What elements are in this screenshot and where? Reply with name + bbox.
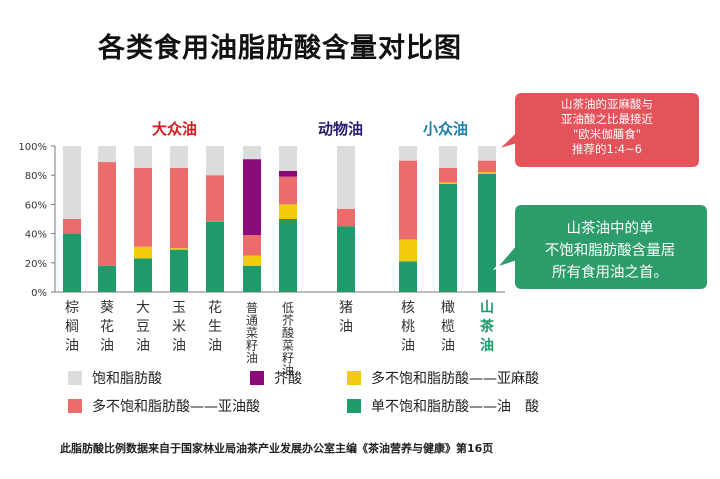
x-tick-label: 低芥酸菜籽油 <box>282 301 294 378</box>
bar-segment-oleic <box>399 261 417 292</box>
y-tick-label: 20% <box>25 259 47 270</box>
x-tick-label: 猪油 <box>339 300 353 335</box>
bar-segment-oleic <box>439 183 457 292</box>
y-tick-label: 0% <box>31 288 47 299</box>
legend-label: 芥酸 <box>274 371 302 387</box>
legend-swatch-linoleic <box>68 399 82 413</box>
callout-red-line: "欧米伽膳食" <box>572 127 642 141</box>
x-axis-labels: 棕榈油 葵花油 大豆油 玉米油 花生油 普通菜籽油 低芥酸菜籽油 猪油 核桃油 橄榄油 山茶油 <box>65 300 495 378</box>
legend-label: 单不饱和脂肪酸——油 酸 <box>371 399 539 415</box>
bar-segment-linoleic <box>63 219 81 234</box>
bar-segment-linoleic <box>243 235 261 256</box>
x-tick-label: 玉米油 <box>172 300 186 354</box>
x-tick-label: 花生油 <box>208 300 222 354</box>
bar-segment-saturated <box>98 146 116 163</box>
callout-red-text: 山茶油的亚麻酸与 亚油酸之比最接近 "欧米伽膳食" 推荐的1:4~6 <box>522 97 692 157</box>
x-tick-label: 普通菜籽油 <box>246 301 258 365</box>
bar-segment-linolenic <box>134 246 152 259</box>
bar-segment-saturated <box>206 146 224 176</box>
bar-segment-linoleic <box>134 167 152 247</box>
callout-green-text: 山茶油中的单 不饱和脂肪酸含量居 所有食用油之首。 <box>515 218 705 284</box>
x-tick-label: 葵花油 <box>100 300 114 354</box>
bar-segment-oleic <box>478 173 496 292</box>
y-tick-label: 40% <box>25 230 47 241</box>
callout-red-line: 推荐的1:4~6 <box>572 142 642 156</box>
bar-segment-erucic <box>279 170 297 177</box>
legend-label: 多不饱和脂肪酸——亚油酸 <box>92 398 260 415</box>
bar-segment-linoleic <box>206 175 224 222</box>
group-label-niche-oils: 小众油 <box>423 120 469 138</box>
bar-segment-saturated <box>439 146 457 168</box>
bar-segment-linolenic <box>478 172 496 174</box>
legend-swatch-linolenic <box>347 371 361 385</box>
legend-label: 饱和脂肪酸 <box>92 371 162 387</box>
bar-segment-erucic <box>243 159 261 236</box>
callout-red-line: 亚油酸之比最接近 <box>561 112 653 126</box>
callout-red-bubble <box>496 91 701 169</box>
bar-segment-linolenic <box>243 255 261 266</box>
bar-segment-oleic <box>243 265 261 292</box>
x-tick-label: 山茶油 <box>479 300 495 354</box>
x-tick-label: 橄榄油 <box>441 300 455 354</box>
callout-green-line: 所有食用油之首。 <box>552 265 668 281</box>
footnote: 此脂肪酸比例数据来自于国家林业局油茶产业发展办公室主编《茶油营养与健康》第16页 <box>60 442 494 455</box>
bar-segment-linoleic <box>279 176 297 205</box>
bar-segment-oleic <box>206 221 224 292</box>
y-axis: 0% 20% 40% 60% 80% 100% <box>18 142 505 299</box>
bar-segment-linoleic <box>170 167 188 249</box>
bar-segment-oleic <box>337 226 355 292</box>
y-tick-label: 100% <box>18 142 47 153</box>
bar-segment-linoleic <box>337 208 355 227</box>
bar-segment-saturated <box>170 146 188 168</box>
callout-green-line: 山茶油中的单 <box>566 221 654 237</box>
bar-segment-oleic <box>170 249 188 292</box>
bar-segment-linolenic <box>439 182 457 184</box>
callout-green-bubble <box>492 203 709 291</box>
bar-segment-saturated <box>63 146 81 219</box>
bars <box>63 146 496 292</box>
bar-segment-linoleic <box>399 160 417 240</box>
callouts <box>492 91 709 291</box>
bar-segment-oleic <box>98 265 116 292</box>
group-label-mass-oils: 大众油 <box>152 120 198 138</box>
legend-label: 多不饱和脂肪酸——亚麻酸 <box>371 370 539 387</box>
group-label-animal-oils: 动物油 <box>318 120 364 138</box>
bar-segment-saturated <box>134 146 152 168</box>
bar-segment-oleic <box>63 233 81 292</box>
callout-green-line: 不饱和脂肪酸含量居 <box>544 243 676 259</box>
bar-segment-linoleic <box>478 160 496 173</box>
bar-segment-linolenic <box>170 248 188 250</box>
bar-segment-saturated <box>279 146 297 171</box>
bar-segment-linolenic <box>279 204 297 219</box>
bar-segment-saturated <box>478 146 496 161</box>
bar-segment-linoleic <box>98 162 116 266</box>
x-tick-label: 棕榈油 <box>65 300 79 354</box>
x-tick-label: 核桃油 <box>401 300 415 354</box>
x-tick-label: 大豆油 <box>136 300 150 354</box>
bar-segment-saturated <box>243 146 261 160</box>
chart-title: 各类食用油脂肪酸含量对比图 <box>98 33 462 64</box>
bar-segment-saturated <box>399 146 417 161</box>
bar-segment-oleic <box>279 219 297 292</box>
legend-swatch-saturated <box>68 371 82 385</box>
bar-segment-oleic <box>134 258 152 292</box>
y-tick-label: 80% <box>25 171 47 182</box>
callout-red-line: 山茶油的亚麻酸与 <box>561 97 653 111</box>
legend-swatch-erucic <box>250 371 264 385</box>
legend-swatch-oleic <box>347 399 361 413</box>
bar-segment-linoleic <box>439 167 457 183</box>
bar-segment-saturated <box>337 146 355 209</box>
bar-segment-linolenic <box>399 239 417 262</box>
y-tick-label: 60% <box>25 200 47 211</box>
